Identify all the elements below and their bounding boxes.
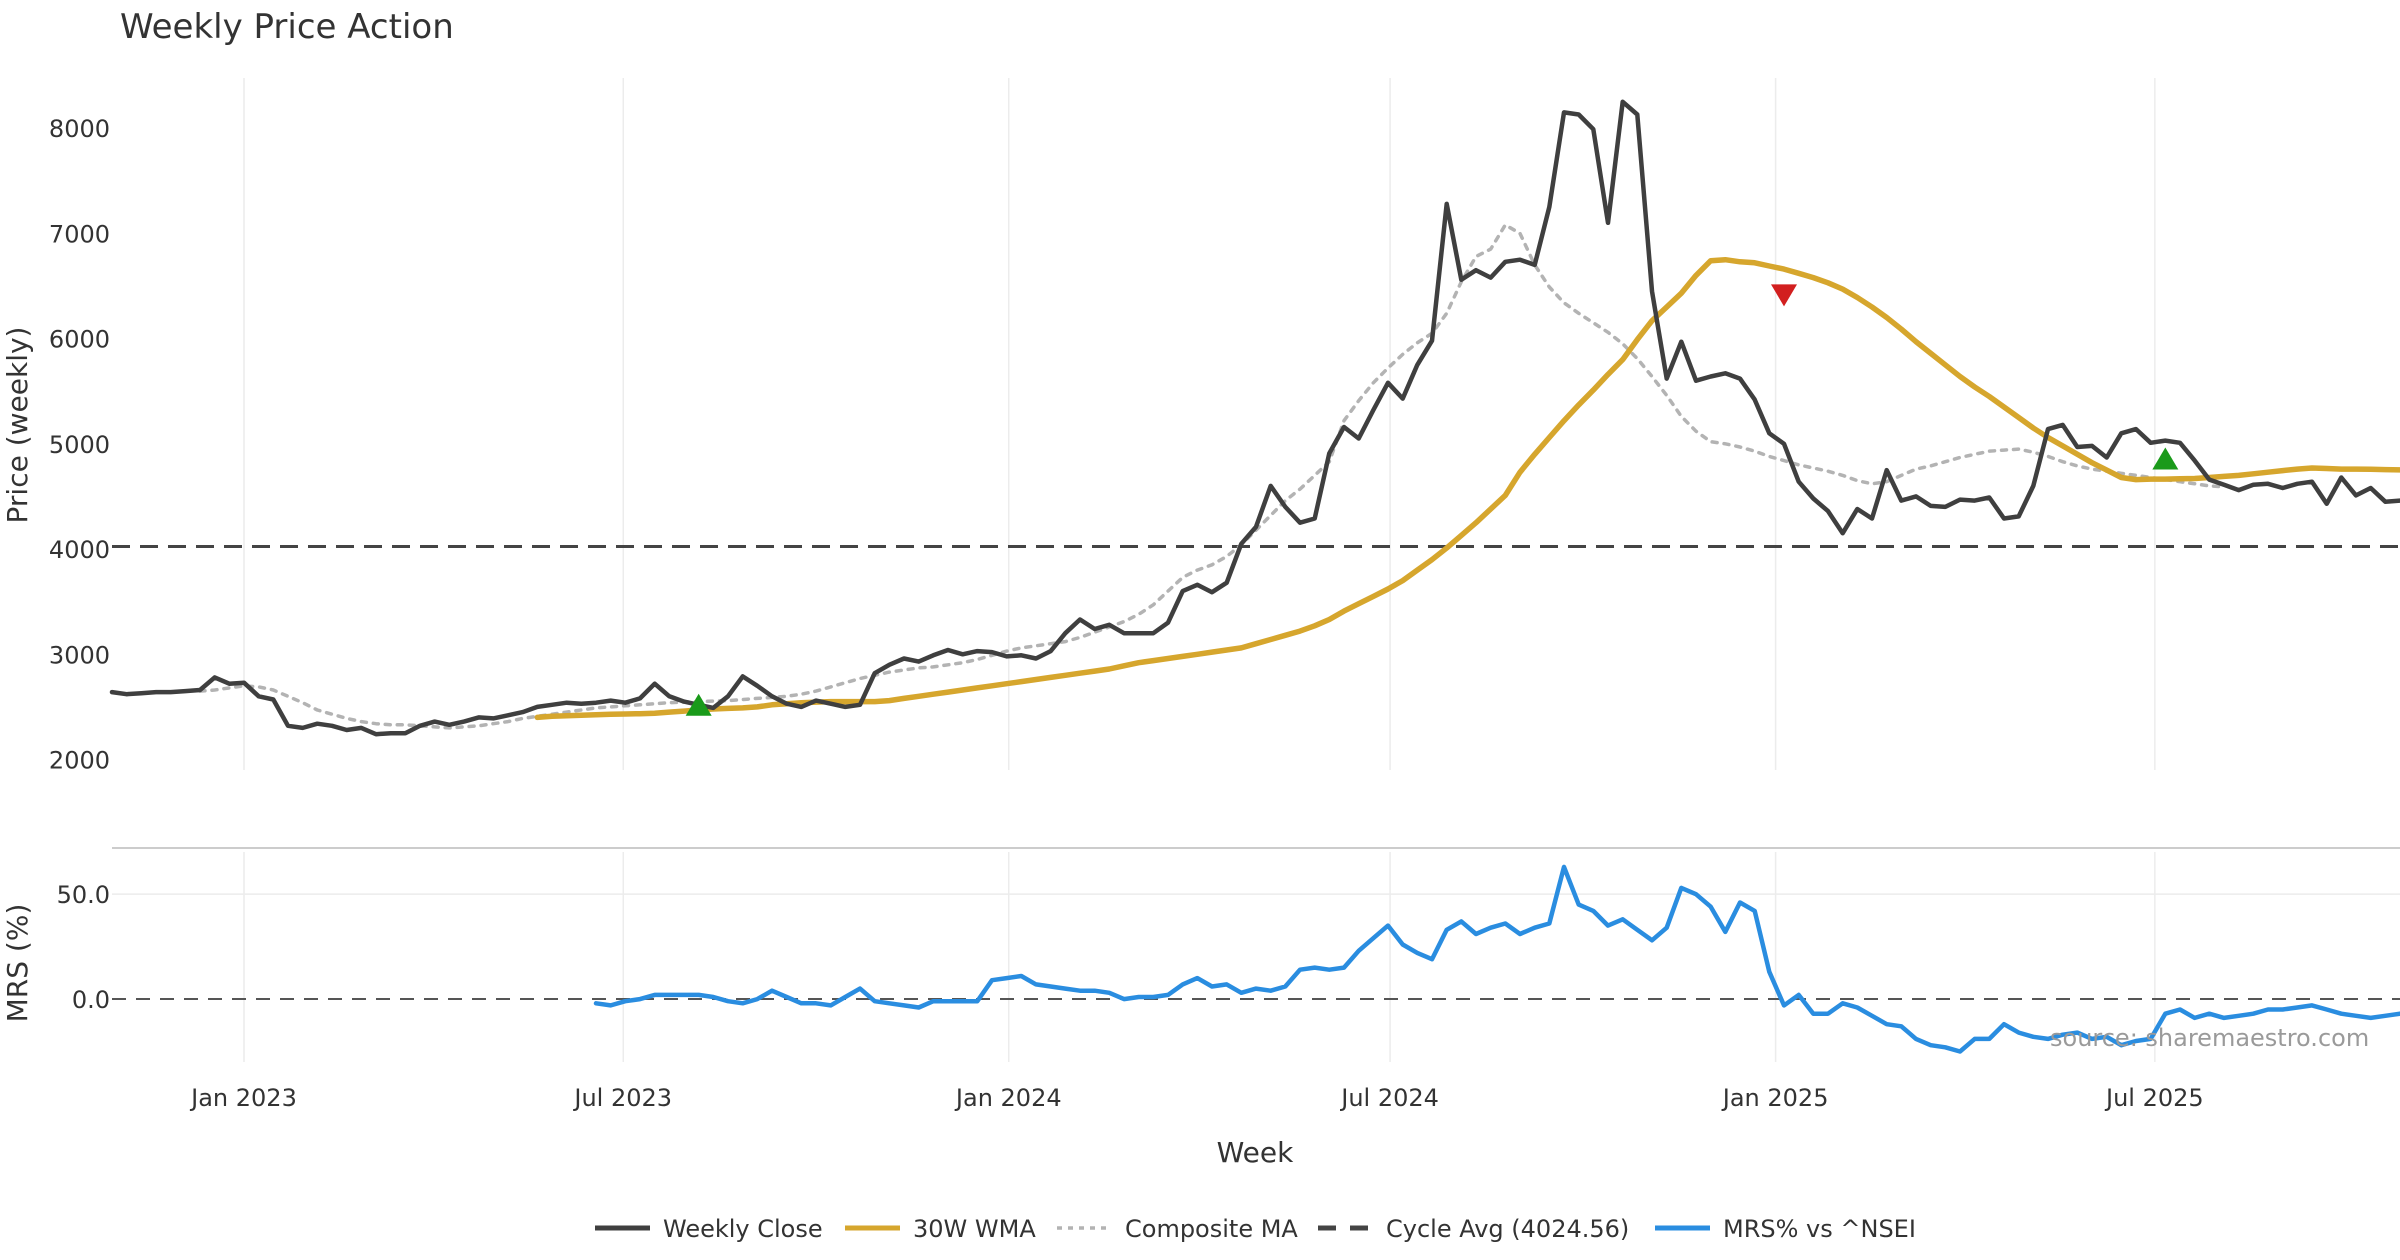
- sell-signal-marker: [1771, 284, 1797, 307]
- legend: Weekly Close 30W WMA Composite MA Cycle Avg…: [595, 1215, 1916, 1243]
- mrs-line: [593, 864, 2400, 1054]
- mrs-y-tick-label: 0.0: [72, 986, 110, 1014]
- chart-title: Weekly Price Action: [120, 7, 454, 47]
- mrs-y-axis-label: MRS (%): [1, 904, 34, 1023]
- x-tick-label: Jul 2025: [2104, 1084, 2204, 1112]
- legend-entry-label: Cycle Avg (4024.56): [1386, 1215, 1629, 1243]
- composite-ma-line: [198, 223, 2226, 730]
- mrs-panel: [112, 864, 2400, 1054]
- x-tick-label: Jan 2024: [954, 1084, 1062, 1112]
- legend-entry-label: Composite MA: [1125, 1215, 1298, 1243]
- x-tick-label: Jul 2023: [572, 1084, 672, 1112]
- grid: [112, 78, 2400, 1062]
- price-y-tick-label: 4000: [49, 536, 110, 564]
- legend-entry-label: 30W WMA: [913, 1215, 1036, 1243]
- price-y-tick-label: 5000: [49, 431, 110, 459]
- source-note: source: sharemaestro.com: [2050, 1024, 2369, 1052]
- wma-30w-line: [534, 256, 2400, 721]
- price-y-tick-label: 8000: [49, 115, 110, 143]
- buy-signal-marker: [2152, 447, 2179, 470]
- legend-entry-label: Weekly Close: [663, 1215, 823, 1243]
- weekly-close-line: [109, 99, 2400, 737]
- price-y-axis-label: Price (weekly): [1, 327, 34, 524]
- legend-entry-label: MRS% vs ^NSEI: [1723, 1215, 1916, 1243]
- buy-signal-marker: [685, 693, 712, 716]
- x-tick-label: Jul 2024: [1339, 1084, 1439, 1112]
- price-y-tick-label: 2000: [49, 746, 110, 774]
- axes: Jan 2023 Jul 2023 Jan 2024 Jul 2024 Jan 2025…: [49, 115, 2204, 1112]
- price-y-tick-label: 6000: [49, 326, 110, 354]
- x-tick-label: Jan 2023: [189, 1084, 297, 1112]
- mrs-y-tick-label: 50.0: [57, 881, 110, 909]
- x-tick-label: Jan 2025: [1721, 1084, 1829, 1112]
- price-panel: [109, 99, 2400, 737]
- price-y-tick-label: 7000: [49, 220, 110, 248]
- price-y-tick-label: 3000: [49, 641, 110, 669]
- x-axis-label: Week: [1217, 1136, 1294, 1169]
